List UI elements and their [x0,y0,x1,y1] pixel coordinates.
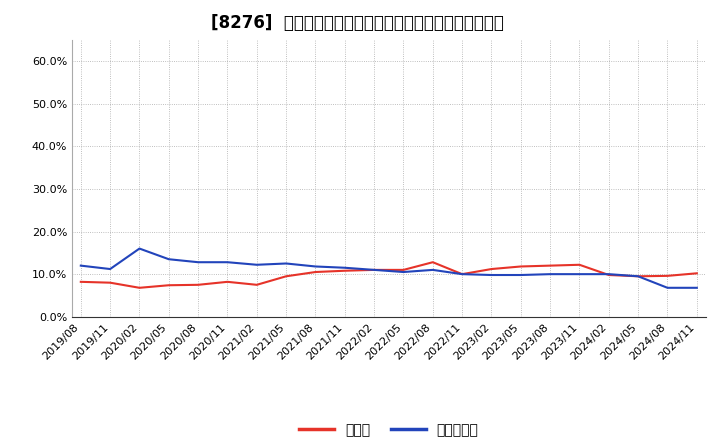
現預金 [76,279,85,285]
有利子負債 [341,265,349,271]
現預金 [605,272,613,278]
現預金 [693,271,701,276]
有利子負債 [605,271,613,277]
有利子負債 [76,263,85,268]
有利子負債 [428,267,437,272]
有利子負債 [253,262,261,268]
Title: [8276]  現預金、有利子負債の総資産に対する比率の推移: [8276] 現預金、有利子負債の総資産に対する比率の推移 [211,15,503,33]
有利子負債 [487,272,496,278]
現預金 [106,280,114,285]
有利子負債 [370,267,379,272]
現預金 [546,263,554,268]
現預金 [253,282,261,287]
現預金 [223,279,232,285]
現預金 [164,282,173,288]
有利子負債 [693,285,701,290]
有利子負債 [223,260,232,265]
現預金 [458,271,467,277]
現預金 [399,267,408,272]
有利子負債 [311,264,320,269]
有利子負債 [135,246,144,251]
現預金 [135,285,144,290]
現預金 [194,282,202,287]
有利子負債 [399,269,408,275]
Line: 現預金: 現預金 [81,262,697,288]
有利子負債 [164,257,173,262]
現預金 [341,268,349,273]
有利子負債 [458,271,467,277]
現預金 [516,264,525,269]
現預金 [634,274,642,279]
有利子負債 [194,260,202,265]
現預金 [487,266,496,271]
有利子負債 [663,285,672,290]
有利子負債 [546,271,554,277]
Legend: 現預金, 有利子負債: 現預金, 有利子負債 [294,418,484,440]
Line: 有利子負債: 有利子負債 [81,249,697,288]
現預金 [282,274,290,279]
現預金 [575,262,584,268]
現預金 [311,269,320,275]
有利子負債 [575,271,584,277]
有利子負債 [282,261,290,266]
現預金 [428,260,437,265]
現預金 [663,273,672,279]
現預金 [370,267,379,272]
有利子負債 [516,272,525,278]
有利子負債 [106,266,114,271]
有利子負債 [634,274,642,279]
